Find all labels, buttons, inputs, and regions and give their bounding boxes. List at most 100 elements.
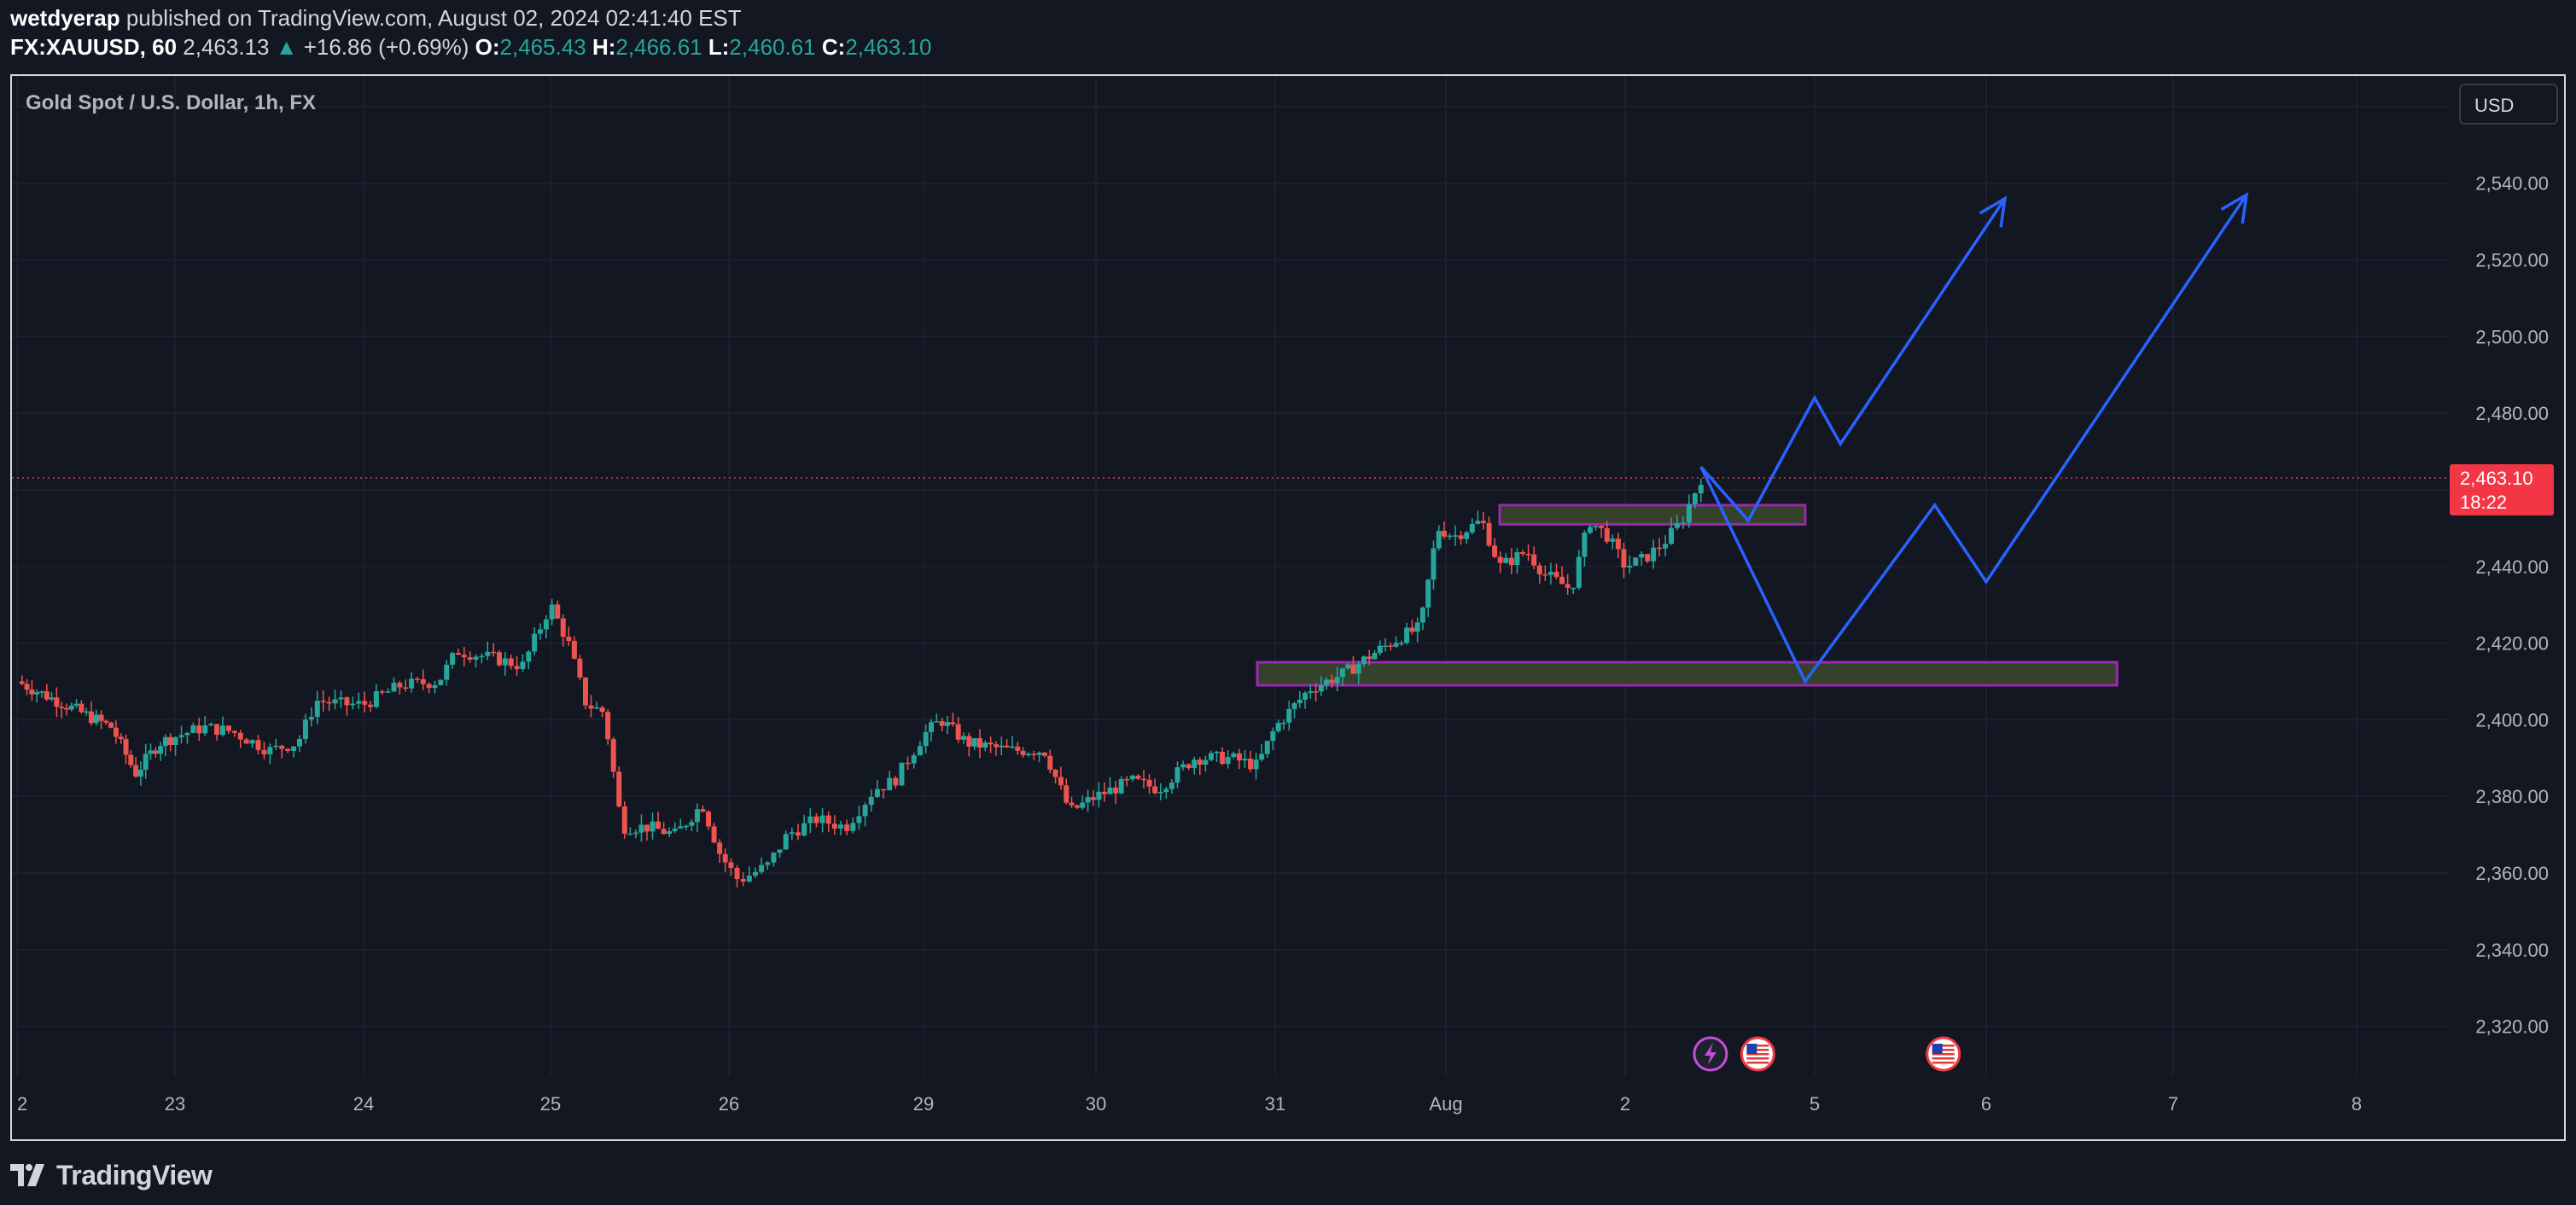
tradingview-logo-icon — [10, 1164, 44, 1186]
candle-body — [1464, 532, 1470, 539]
time-tick-label: 25 — [540, 1093, 561, 1115]
candle-body — [143, 754, 149, 770]
candle-body — [279, 745, 285, 749]
candle-body — [777, 849, 783, 853]
candle-body — [1004, 745, 1010, 748]
arrowhead-icon — [2220, 191, 2249, 224]
candle-body — [118, 736, 124, 740]
candle-body — [1492, 545, 1498, 557]
candle-body — [184, 732, 190, 736]
candle-body — [1180, 764, 1186, 768]
candle-body — [678, 826, 684, 829]
candle-body — [1107, 787, 1113, 795]
candle-body — [214, 724, 220, 736]
flag-stripe — [1746, 1062, 1769, 1064]
candle-body — [555, 604, 561, 619]
support-zone[interactable] — [1498, 504, 1807, 526]
time-tick-label: 7 — [2168, 1093, 2178, 1115]
candle-body — [414, 678, 420, 680]
support-zones[interactable] — [1256, 504, 2118, 687]
candle-body — [1388, 645, 1394, 647]
us-flag-icon[interactable] — [1926, 1036, 1961, 1072]
chart-pane[interactable]: 2,320.00 2,340.00 2,360.00 2,380.00 2,400.00… — [10, 74, 2566, 1141]
candle-body — [722, 853, 728, 863]
candle-body — [397, 683, 403, 688]
lightning-icon[interactable] — [1693, 1036, 1728, 1072]
candle-body — [44, 691, 50, 700]
candle-body — [694, 809, 700, 823]
candle-body — [1248, 758, 1254, 770]
candle-body — [243, 739, 249, 744]
candle-body — [88, 711, 94, 724]
candle-body — [59, 707, 65, 708]
price-change: +16.86 (+0.69%) — [303, 34, 469, 60]
candle-body — [219, 725, 225, 736]
price-tick-label: 2,400.00 — [2475, 709, 2549, 731]
tradingview-logo[interactable]: TradingView — [10, 1156, 213, 1195]
candle-body — [1096, 791, 1102, 800]
candle-body — [326, 701, 332, 704]
candle-body — [123, 739, 129, 755]
candle-body — [255, 740, 261, 750]
price-axis[interactable]: 2,320.00 2,340.00 2,360.00 2,380.00 2,400.00… — [2475, 96, 2549, 1038]
price-chart[interactable]: 2,320.00 2,340.00 2,360.00 2,380.00 2,400.00… — [12, 76, 2564, 1139]
flag-stripe — [1932, 1057, 1955, 1060]
candle-body — [661, 829, 667, 835]
candle-body — [491, 651, 497, 654]
time-axis[interactable]: 2 23 24 25 26 29 30 31 Aug 2 5 6 7 8 — [17, 1093, 2362, 1115]
candle-body — [1639, 554, 1645, 558]
candle-body — [1680, 522, 1686, 524]
candle-body — [667, 831, 673, 835]
candle-body — [1367, 656, 1373, 660]
candle-body — [1080, 802, 1086, 808]
candle-body — [1197, 760, 1203, 765]
event-markers[interactable] — [1693, 1036, 1961, 1072]
time-tick-label: 29 — [913, 1093, 934, 1115]
candle-body — [1174, 767, 1180, 783]
last-price: 2,463.13 — [183, 34, 270, 60]
candle-body — [971, 737, 977, 747]
candle-body — [63, 707, 69, 710]
candle-body — [632, 832, 638, 835]
candle-body — [158, 746, 164, 754]
support-zone[interactable] — [1256, 661, 2118, 687]
currency-button[interactable]: USD — [2459, 84, 2558, 125]
low-label: L: — [708, 34, 730, 60]
candle-body — [68, 705, 74, 710]
candle-body — [1146, 779, 1152, 787]
candle-body — [1324, 679, 1330, 685]
projection-lines[interactable] — [1699, 191, 2249, 684]
candle-body — [599, 707, 605, 713]
candle-body — [868, 796, 874, 806]
open-label: O: — [475, 34, 500, 60]
candle-body — [1508, 557, 1514, 566]
candle-body — [1208, 753, 1214, 760]
candle-body — [1186, 764, 1192, 769]
candle-body — [993, 744, 999, 748]
candle-body — [84, 711, 90, 713]
projection-path[interactable] — [1699, 197, 2007, 523]
candle-body — [966, 736, 972, 747]
candle-body — [706, 811, 712, 827]
candle-body — [893, 777, 899, 786]
candle-body — [54, 697, 60, 707]
us-flag-icon[interactable] — [1740, 1036, 1775, 1072]
candle-body — [683, 825, 689, 828]
grid — [12, 76, 2450, 1076]
candle-body — [19, 681, 25, 684]
candle-body — [1281, 722, 1286, 725]
candle-body — [108, 722, 114, 728]
candle-body — [1124, 778, 1130, 781]
projection-path[interactable] — [1699, 194, 2248, 684]
candle-body — [1058, 777, 1064, 786]
candle-body — [420, 678, 426, 684]
candle-body — [202, 725, 208, 734]
candle-body — [225, 725, 231, 731]
chart-header: wetdyerap published on TradingView.com, … — [10, 3, 932, 61]
candle-body — [1129, 775, 1135, 780]
candle-body — [190, 725, 196, 733]
bar-countdown: 18:22 — [2460, 492, 2507, 513]
candle-body — [1582, 533, 1588, 557]
candle-body — [532, 633, 538, 652]
author-name[interactable]: wetdyerap — [10, 5, 120, 31]
